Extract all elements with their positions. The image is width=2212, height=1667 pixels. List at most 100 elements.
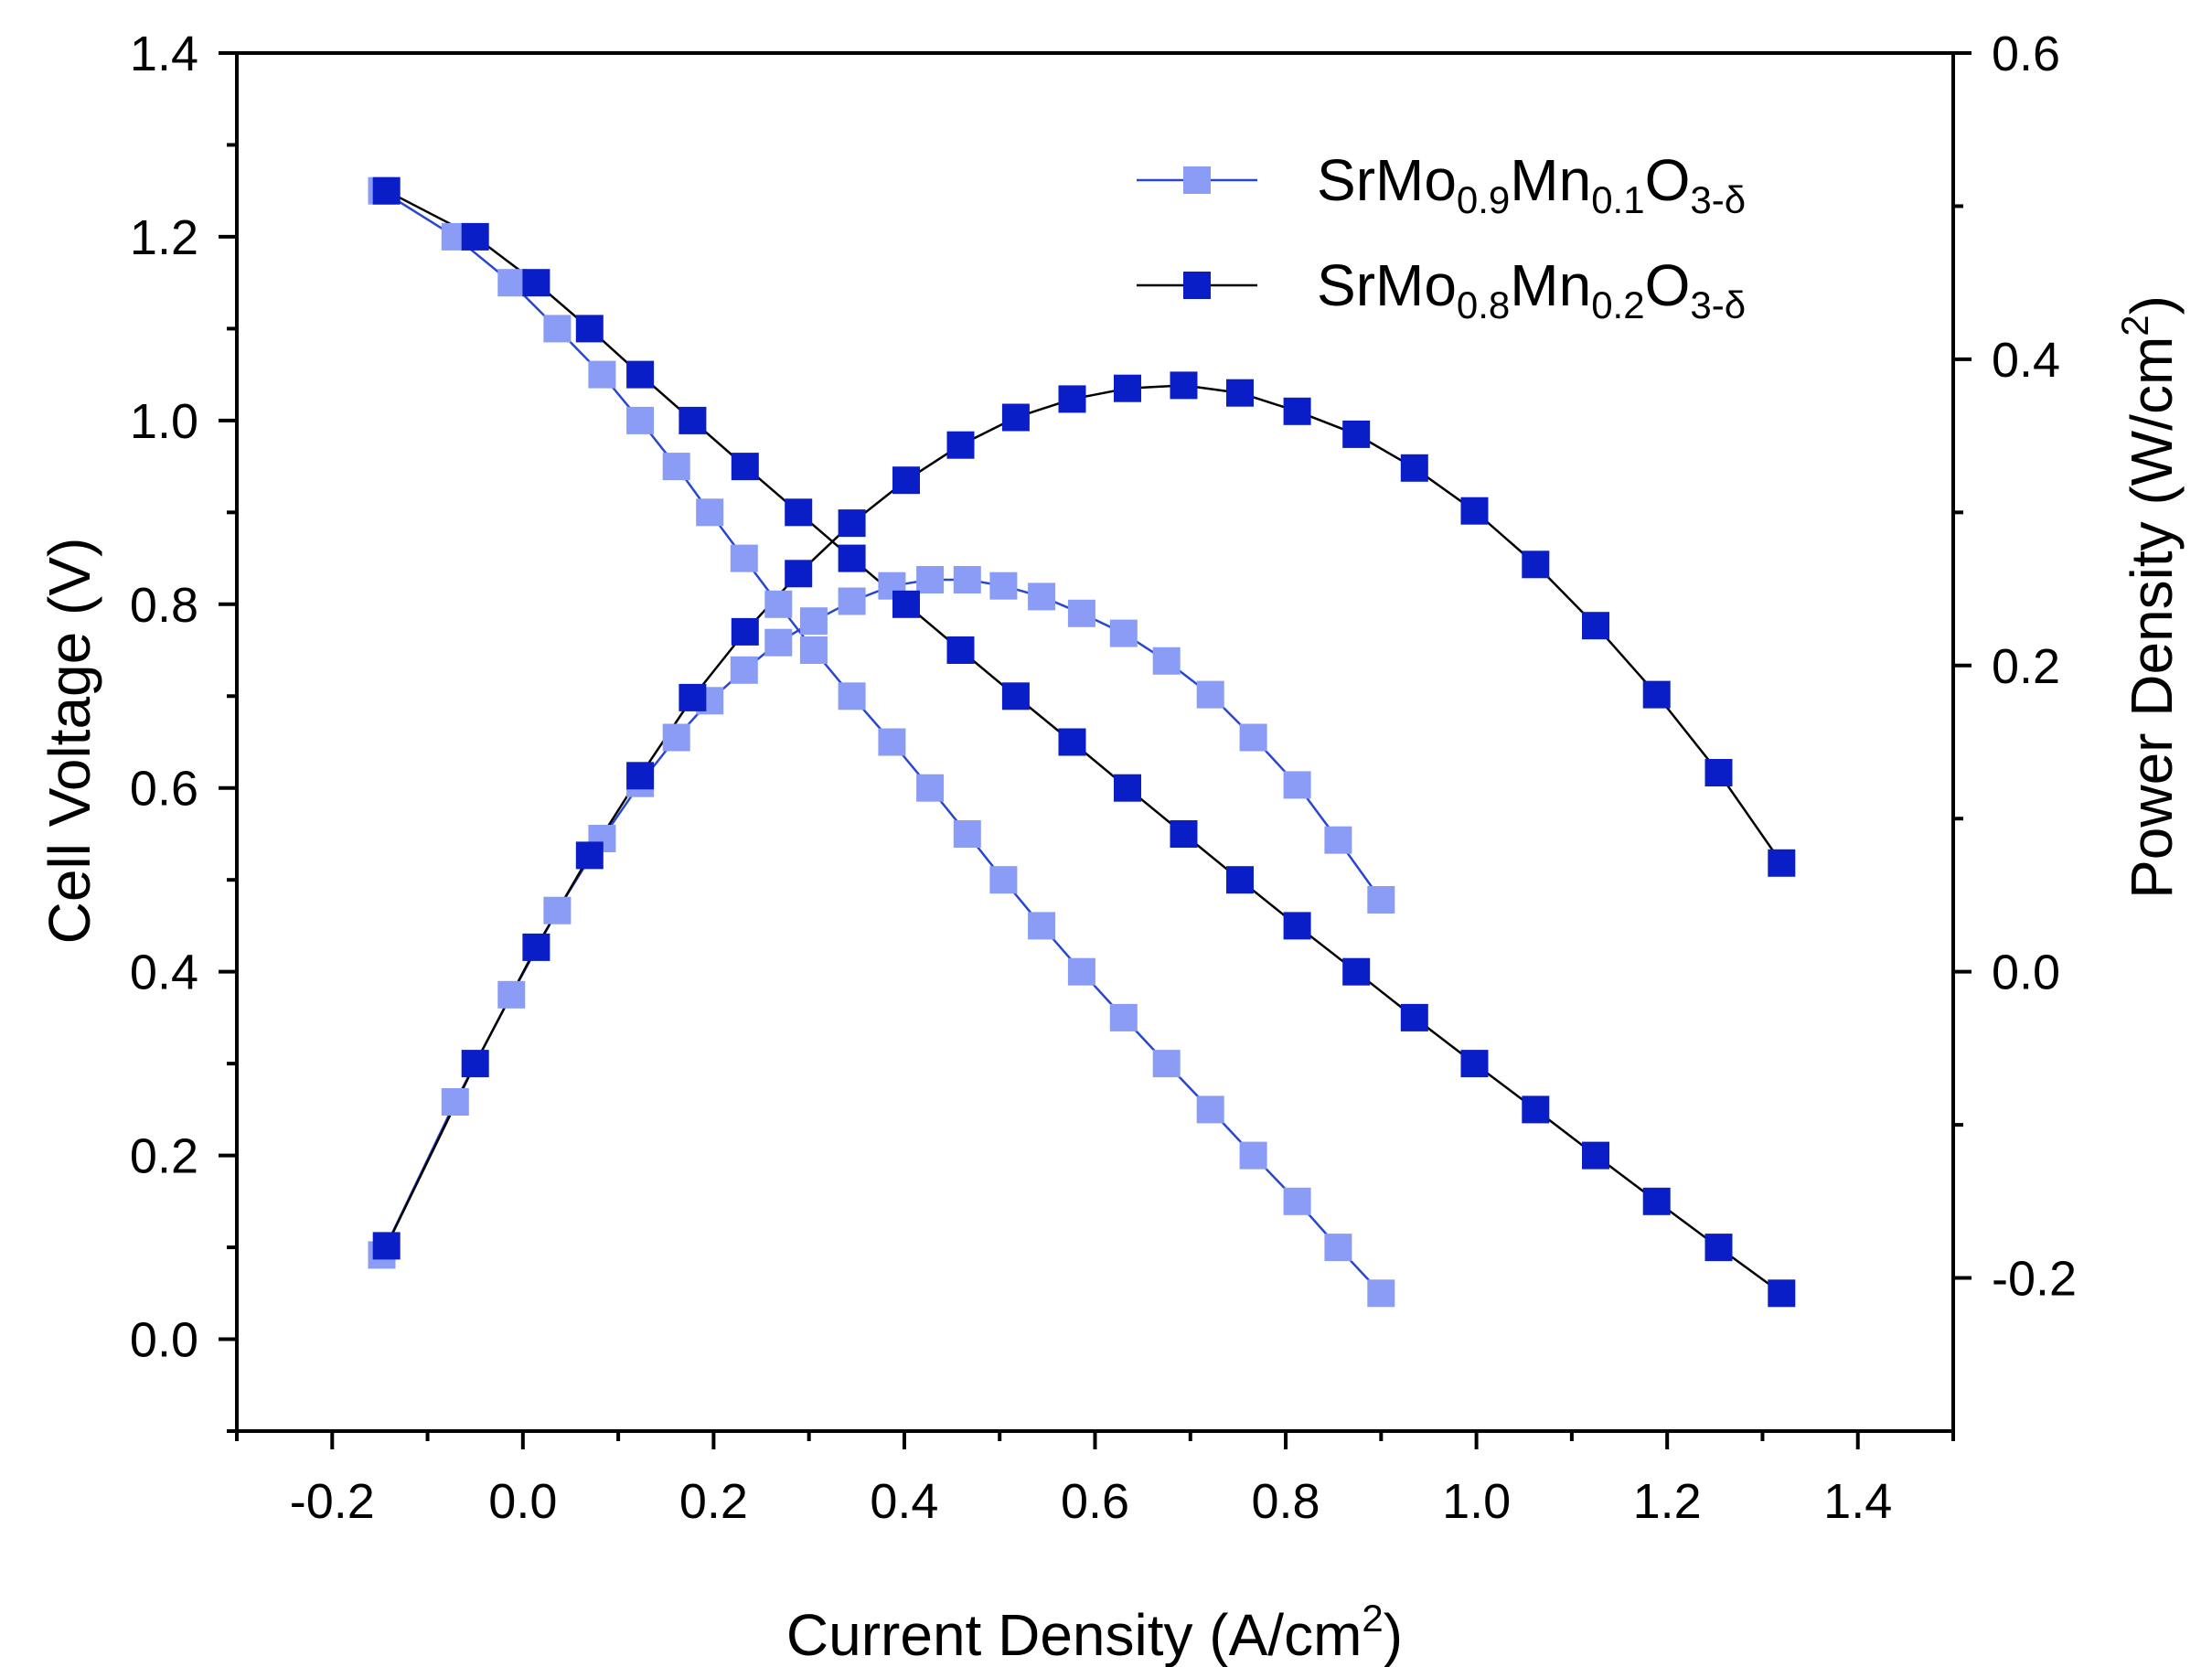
series-1-voltage-point (1522, 1095, 1550, 1124)
series-0-voltage-point (497, 269, 526, 297)
y-right-tick-label: 0.6 (1992, 27, 2060, 81)
series-1-power-point (679, 683, 707, 711)
series-0-voltage-point (1067, 957, 1095, 986)
y-right-tick-label: -0.2 (1992, 1252, 2077, 1307)
series-1-power-point (946, 431, 975, 459)
y-left-tick-label: 1.0 (130, 394, 198, 449)
plot-frame (235, 51, 1955, 1433)
series-1-voltage-point (1170, 820, 1198, 848)
series-1-power-point (892, 466, 920, 495)
y-left-tick-label: 1.4 (130, 27, 198, 81)
x-axis-title: Current Density (A/cm2) (786, 1597, 1403, 1667)
series-0-voltage-point (1152, 1050, 1181, 1078)
x-tick-label: 1.0 (1442, 1474, 1511, 1529)
series-1-voltage-point (1642, 1187, 1671, 1215)
series-0-power-point (730, 656, 758, 684)
series-0-voltage-point (916, 774, 945, 802)
y-left-tick-labels: 0.0 0.2 0.4 0.6 0.8 1.0 1.2 1.4 (130, 27, 198, 1368)
series-0-power-point (838, 587, 866, 615)
series-1-power-point (1283, 397, 1311, 425)
series-0-voltage-point (1324, 1234, 1352, 1262)
series-0-voltage-point (1239, 1141, 1267, 1170)
x-tick-label: 0.8 (1252, 1474, 1320, 1529)
legend-label-srmo08mn02: SrMo0.8Mn0.2O3-δ (1317, 252, 1746, 326)
series-0-voltage-point (1283, 1187, 1311, 1215)
x-tick-label: 0.2 (679, 1474, 748, 1529)
series-1-voltage-point (785, 498, 813, 527)
x-tick-label: 1.4 (1823, 1474, 1892, 1529)
series-0-power-point (662, 723, 690, 752)
y-left-tick-label: 0.0 (130, 1313, 198, 1368)
series-1-power-point (626, 762, 655, 790)
series-0-power-point (799, 607, 828, 636)
series-0-voltage-point (1109, 1003, 1138, 1031)
series-1-power-point (1114, 374, 1141, 402)
series-1-voltage-point (1342, 957, 1371, 986)
y-left-tick-label: 0.8 (130, 578, 198, 633)
series-1-power-point (1400, 454, 1428, 482)
x-tick-label: 0.6 (1061, 1474, 1129, 1529)
series-1-voltage-point (731, 453, 759, 481)
series-0-power-point (1239, 723, 1267, 752)
series-0-voltage-point (1367, 1279, 1395, 1308)
series-0-power-point (989, 572, 1018, 600)
series-0-voltage-point (543, 315, 572, 343)
series-0-voltage-point (799, 636, 828, 664)
series-0-power-point (1109, 619, 1138, 647)
y-left-tick-label: 0.4 (130, 946, 198, 1000)
series-1-power-point (1704, 759, 1733, 786)
x-tick-labels: -0.2 0.0 0.2 0.4 0.6 0.8 1.0 1.2 1.4 (290, 1474, 1893, 1529)
y-right-tick-labels: -0.2 0.0 0.2 0.4 0.6 (1992, 27, 2077, 1307)
series-0-power-point (543, 896, 572, 924)
y-right-tick-label: 0.0 (1992, 946, 2060, 1000)
series-1-voltage-point (1768, 1279, 1796, 1308)
series-0-power-point (1152, 646, 1181, 675)
series-0-power-point (1067, 599, 1095, 627)
series-1-voltage-point (461, 222, 489, 251)
series-1-voltage-point (1400, 1003, 1428, 1031)
series-0-voltage-point (953, 820, 981, 848)
legend-marker-srmo09mn01 (1183, 166, 1211, 194)
series-1-power-point (1058, 385, 1086, 413)
series-0-voltage-point (764, 590, 793, 618)
series-1-voltage-point (522, 269, 550, 297)
series-0-power-line (380, 578, 1383, 1256)
series-1-power-point (1522, 550, 1550, 579)
series-1-power-point (1001, 403, 1030, 432)
series-0-power-point (441, 1088, 469, 1116)
series-1-voltage-point (575, 315, 604, 343)
series-1-voltage-point (1283, 912, 1311, 940)
y-right-tick-label: 0.4 (1992, 333, 2060, 388)
series-0-voltage-point (662, 453, 690, 481)
series-0-voltage-point (838, 682, 866, 711)
series-1-voltage-point (626, 360, 655, 389)
x-tick-label: 0.4 (870, 1474, 938, 1529)
series-0-power-point (953, 566, 981, 593)
series-0-power-point (916, 566, 945, 593)
series-0-voltage-point (730, 544, 758, 572)
series-1-power-point (785, 560, 813, 588)
series-1-power-point (575, 841, 604, 870)
series-0-power-point (764, 628, 793, 657)
series-1-voltage-point (946, 636, 975, 664)
series-1-voltage-point (1058, 728, 1086, 756)
series-1-voltage-point (1114, 774, 1141, 802)
series-1-voltage-point (838, 544, 866, 572)
series-0-power-point (1324, 826, 1352, 854)
legend-marker-srmo08mn02 (1183, 272, 1211, 299)
series-0-voltage-point (989, 866, 1018, 894)
series-markers-layer (368, 176, 1796, 1308)
series-1-power-point (372, 1232, 401, 1260)
legend-item-srmo09mn01: SrMo0.9Mn0.1O3-δ (1137, 147, 1746, 221)
series-1-voltage-point (1001, 682, 1030, 711)
series-0-power-point (1283, 771, 1311, 799)
y-right-axis-title: Power Density (W/cm2) (2113, 295, 2185, 899)
series-0-power-point (1367, 886, 1395, 914)
series-1-voltage-point (372, 176, 401, 205)
series-1-voltage-point (1582, 1141, 1609, 1170)
x-tick-label: 1.2 (1633, 1474, 1702, 1529)
series-1-power-line (385, 384, 1783, 1246)
series-1-power-point (1768, 849, 1796, 877)
series-0-power-point (1028, 582, 1056, 611)
series-0-voltage-point (1028, 912, 1056, 940)
